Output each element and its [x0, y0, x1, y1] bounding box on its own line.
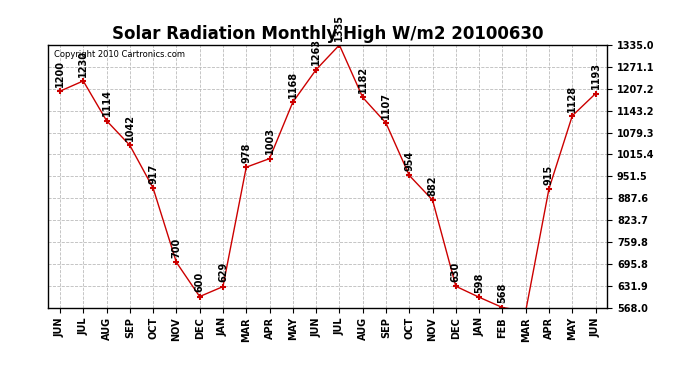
Text: 629: 629: [218, 262, 228, 282]
Text: 1230: 1230: [78, 50, 88, 77]
Title: Solar Radiation Monthly High W/m2 20100630: Solar Radiation Monthly High W/m2 201006…: [112, 26, 544, 44]
Text: 1335: 1335: [335, 14, 344, 41]
Text: 1003: 1003: [264, 128, 275, 154]
Text: 978: 978: [241, 142, 251, 163]
Text: 1200: 1200: [55, 60, 65, 87]
Text: 1107: 1107: [381, 92, 391, 119]
Text: 1182: 1182: [357, 66, 368, 93]
Text: 568: 568: [497, 283, 507, 303]
Text: 1263: 1263: [311, 39, 321, 66]
Text: 917: 917: [148, 164, 158, 184]
Text: 915: 915: [544, 164, 554, 184]
Text: 598: 598: [474, 273, 484, 293]
Text: 700: 700: [171, 238, 181, 258]
Text: 557: 557: [0, 374, 1, 375]
Text: 1193: 1193: [591, 62, 600, 89]
Text: Copyright 2010 Cartronics.com: Copyright 2010 Cartronics.com: [54, 50, 185, 59]
Text: 1114: 1114: [101, 90, 112, 117]
Text: 1042: 1042: [125, 114, 135, 141]
Text: 630: 630: [451, 262, 461, 282]
Text: 1128: 1128: [567, 84, 578, 112]
Text: 882: 882: [428, 176, 437, 196]
Text: 1168: 1168: [288, 71, 298, 98]
Text: 954: 954: [404, 151, 414, 171]
Text: 600: 600: [195, 272, 205, 292]
